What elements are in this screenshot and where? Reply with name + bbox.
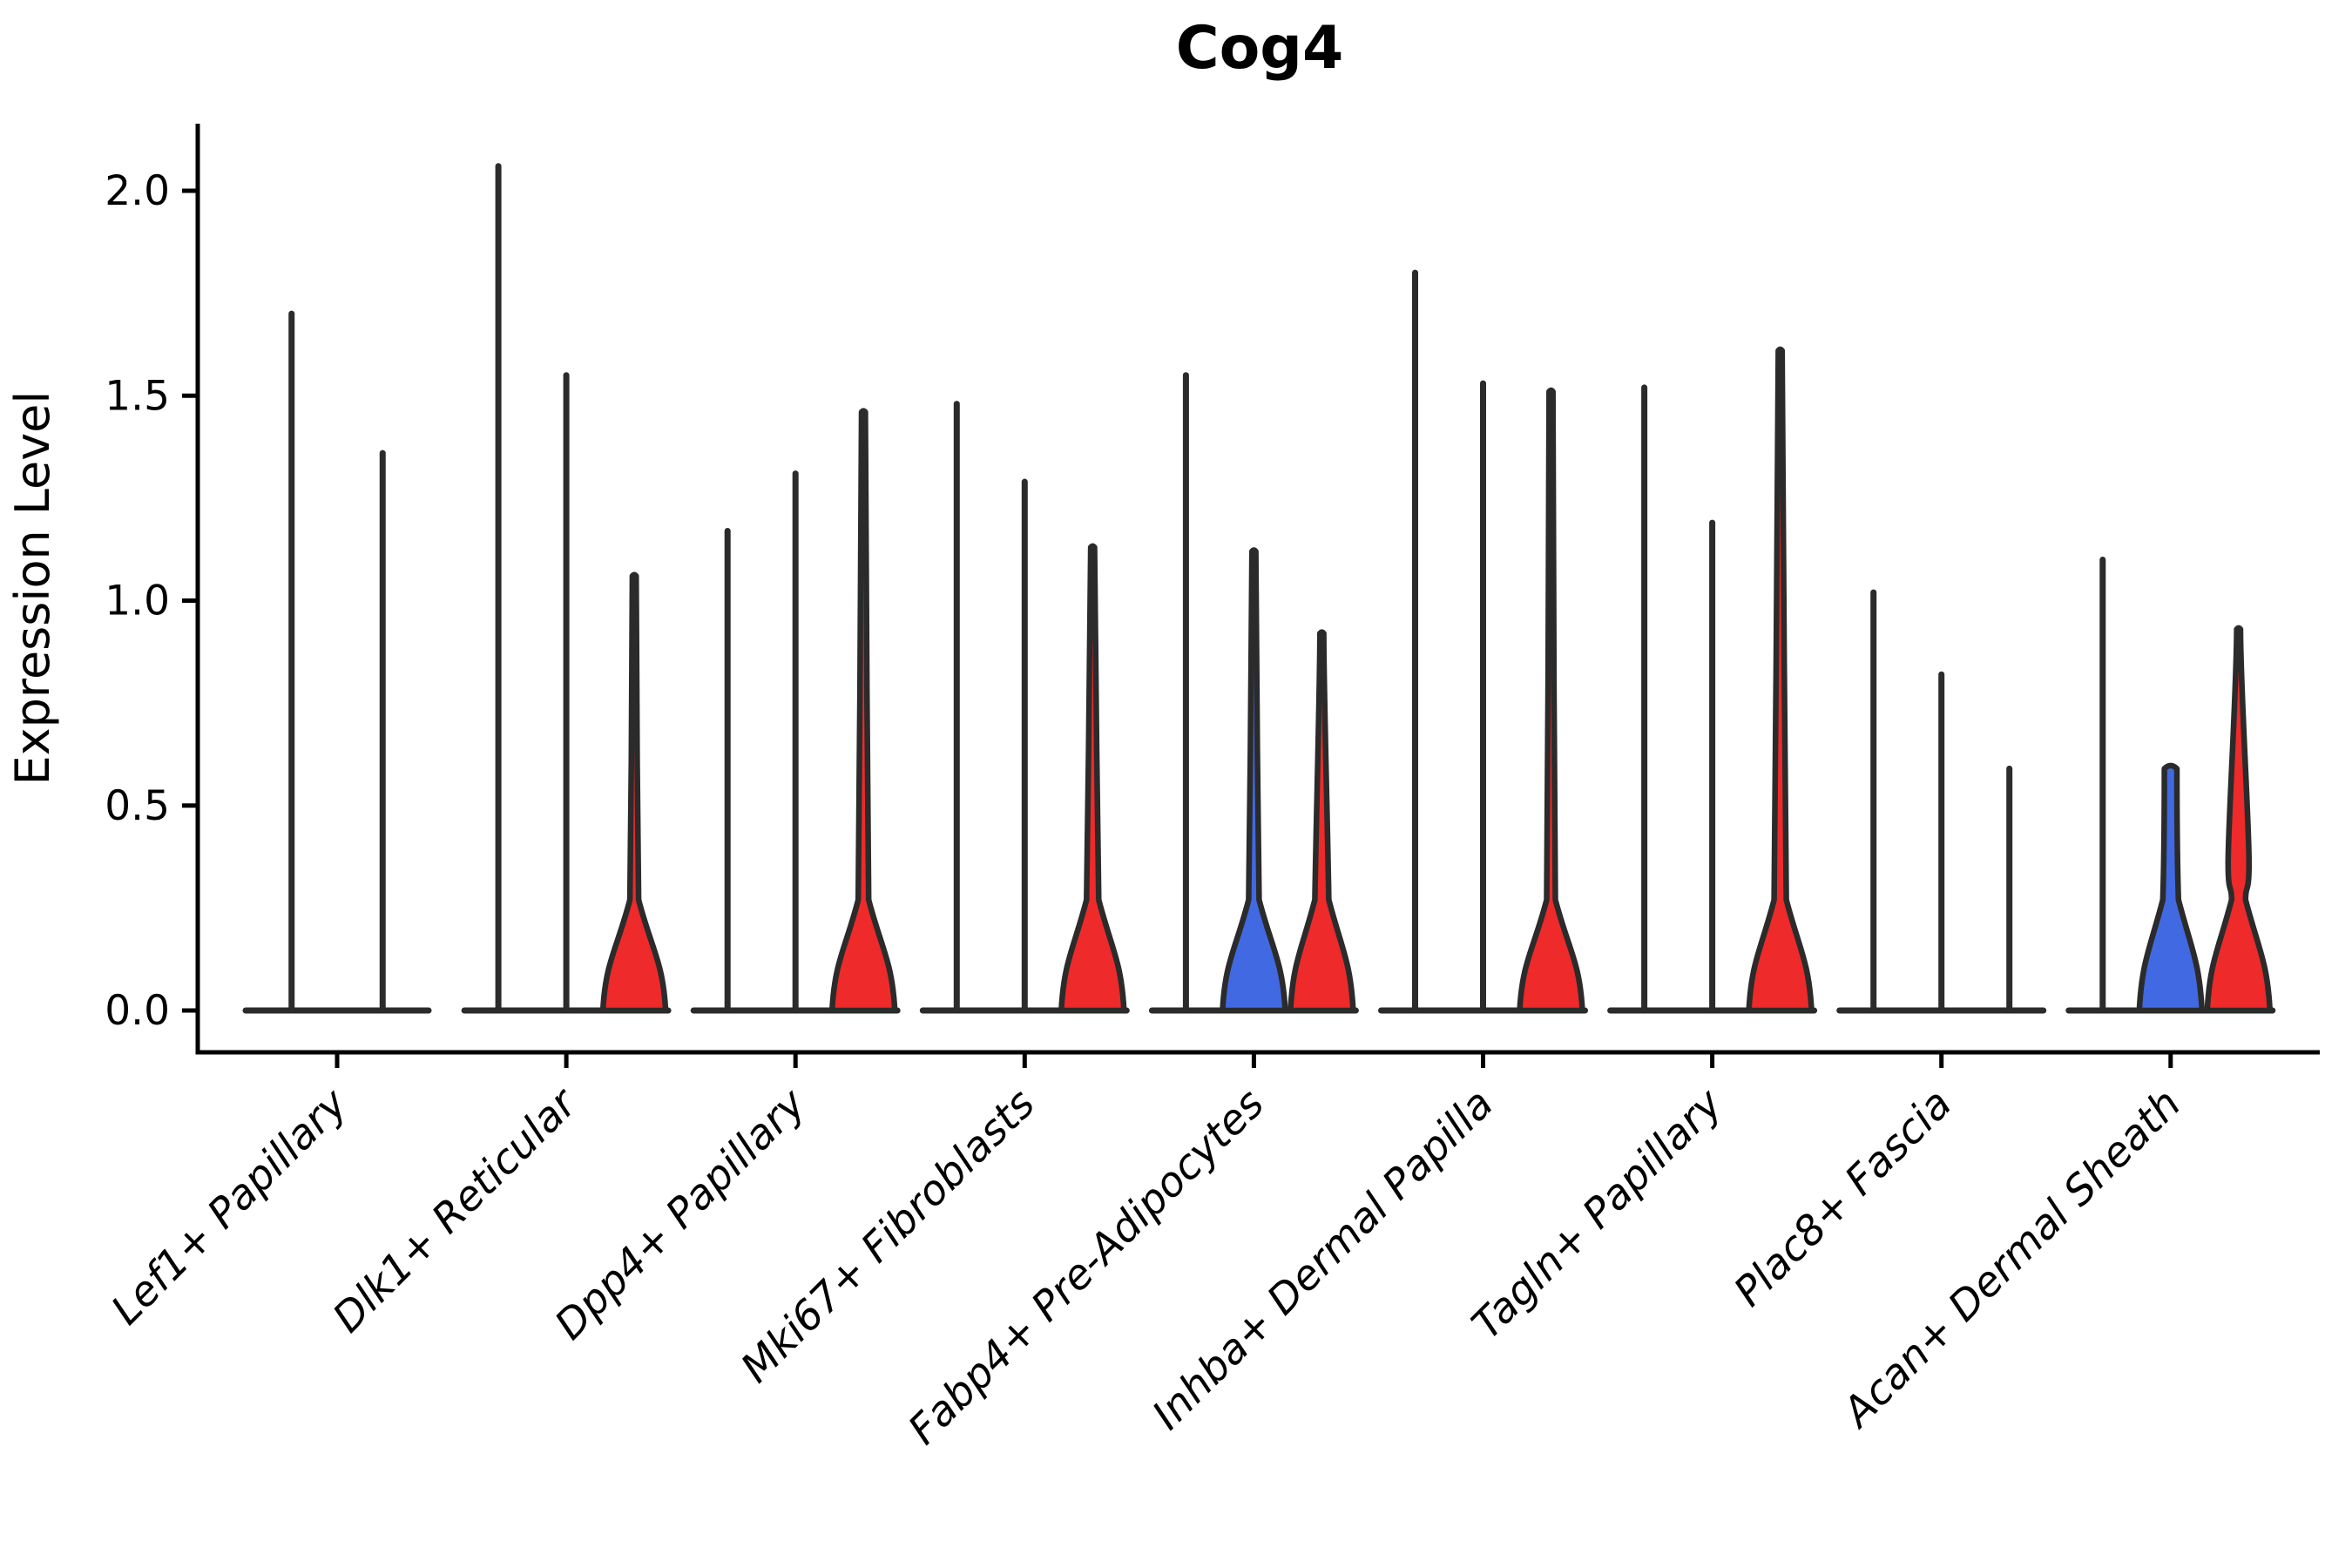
violin-body-red: [1517, 387, 1585, 1014]
violins-layer: [242, 163, 2276, 1014]
violin-body-red: [828, 408, 898, 1014]
violin-group: [1607, 346, 1818, 1014]
x-tick-label: Lef1+ Papillary: [102, 1079, 357, 1335]
violin-body-red: [1746, 346, 1815, 1014]
violin-group: [919, 401, 1130, 1014]
violin-group: [1836, 589, 2047, 1014]
y-tick-label: 0.5: [105, 782, 170, 830]
y-axis-label: Expression Level: [5, 391, 60, 786]
violin-body-red: [2204, 625, 2274, 1014]
y-tick-label: 1.0: [105, 578, 170, 625]
y-tick-label: 0.0: [105, 987, 170, 1035]
violin-group: [1378, 269, 1588, 1014]
violin-body-red: [1058, 543, 1127, 1014]
y-tick-label: 2.0: [105, 167, 170, 215]
violin-body-blue: [1220, 547, 1288, 1014]
x-tick-label: Dlk1+ Reticular: [324, 1078, 588, 1342]
violin-body-blue: [2136, 762, 2206, 1014]
violin-group: [242, 310, 432, 1014]
y-tick-label: 1.5: [105, 372, 170, 420]
axes: [182, 124, 2320, 1068]
violin-body-red: [1288, 629, 1356, 1014]
x-tick-label: Tagln+ Papillary: [1463, 1079, 1733, 1349]
violin-group: [690, 408, 901, 1014]
violin-group: [2065, 556, 2276, 1014]
x-tick-label: Plac8+ Fascia: [1725, 1080, 1961, 1316]
violin-group: [1148, 372, 1359, 1014]
plot-title: Cog4: [1176, 14, 1344, 83]
violin-body-red: [599, 571, 669, 1014]
violin-group: [461, 163, 672, 1014]
x-tick-label: Dpp4+ Papillary: [546, 1079, 816, 1349]
